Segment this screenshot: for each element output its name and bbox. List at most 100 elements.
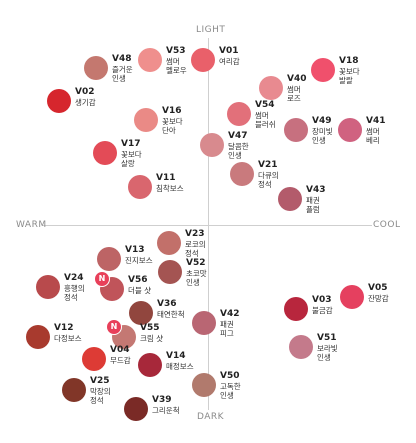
color-swatch-v18: [311, 58, 335, 82]
shade-code-v18: V18: [339, 56, 359, 66]
shade-code-v12: V12: [54, 323, 74, 333]
shade-code-v14: V14: [166, 351, 186, 361]
shade-name-v02: 생기감: [75, 98, 96, 107]
shade-code-v54: V54: [255, 100, 275, 110]
color-swatch-v51: [289, 335, 313, 359]
color-swatch-v50: [192, 373, 216, 397]
color-swatch-v21: [230, 162, 254, 186]
color-swatch-v02: [47, 89, 71, 113]
color-swatch-v25: [62, 378, 86, 402]
shade-code-v23: V23: [185, 229, 205, 239]
color-swatch-v36: [129, 301, 153, 325]
shade-code-v40: V40: [287, 74, 307, 84]
color-swatch-v12: [26, 325, 50, 349]
color-swatch-v40: [259, 76, 283, 100]
shade-code-v13: V13: [125, 245, 145, 255]
color-swatch-v17: [93, 141, 117, 165]
shade-code-v49: V49: [312, 116, 332, 126]
shade-code-v03: V03: [312, 295, 332, 305]
shade-name-v25: 막장의 정석: [90, 387, 111, 405]
shade-name-v01: 여리감: [219, 57, 240, 66]
shade-code-v42: V42: [220, 309, 240, 319]
shade-name-v55: 크림 샷: [140, 334, 164, 343]
new-badge: N: [94, 271, 110, 287]
shade-name-v49: 장미빛 인생: [312, 127, 333, 145]
color-swatch-v54: [227, 102, 251, 126]
shade-name-v23: 로코의 정석: [185, 240, 206, 258]
shade-code-v52: V52: [186, 258, 206, 268]
shade-name-v05: 잔망감: [368, 294, 389, 303]
axis-label-cool: COOL: [373, 220, 401, 230]
shade-code-v39: V39: [152, 395, 172, 405]
shade-code-v24: V24: [64, 273, 84, 283]
shade-code-v50: V50: [220, 371, 240, 381]
color-swatch-v14: [138, 353, 162, 377]
shade-code-v04: V04: [110, 345, 130, 355]
shade-name-v50: 고독한 인생: [220, 382, 241, 400]
shade-code-v17: V17: [121, 139, 141, 149]
shade-code-v43: V43: [306, 185, 326, 195]
color-swatch-v49: [284, 118, 308, 142]
color-swatch-v52: [158, 260, 182, 284]
color-swatch-v05: [340, 285, 364, 309]
shade-code-v47: V47: [228, 131, 248, 141]
shade-name-v54: 썸머 블러쉬: [255, 111, 276, 129]
shade-name-v40: 썸머 로즈: [287, 85, 301, 103]
shade-code-v41: V41: [366, 116, 386, 126]
shade-name-v48: 즐거운 인생: [112, 65, 133, 83]
shade-name-v14: 매정보스: [166, 362, 194, 371]
shade-code-v56: V56: [128, 275, 148, 285]
shade-code-v25: V25: [90, 376, 110, 386]
axis-label-dark: DARK: [197, 412, 225, 422]
axis-label-light: LIGHT: [196, 25, 226, 35]
shade-code-v01: V01: [219, 46, 239, 56]
shade-name-v24: 흥행의 정석: [64, 284, 85, 302]
shade-code-v05: V05: [368, 283, 388, 293]
shade-name-v13: 진지보스: [125, 256, 153, 265]
color-swatch-v04: [82, 347, 106, 371]
shade-name-v11: 침착보스: [156, 184, 184, 193]
vertical-axis-line: [208, 38, 209, 410]
shade-name-v36: 태연한척: [157, 310, 185, 319]
color-swatch-v13: [97, 247, 121, 271]
color-swatch-v01: [191, 48, 215, 72]
color-swatch-v16: [134, 108, 158, 132]
shade-code-v48: V48: [112, 54, 132, 64]
color-swatch-v24: [36, 275, 60, 299]
shade-name-v42: 패권 피그: [220, 320, 234, 338]
shade-name-v52: 초코맛 인생: [186, 269, 207, 287]
shade-name-v04: 무드감: [110, 356, 131, 365]
shade-code-v55: V55: [140, 323, 160, 333]
color-swatch-v42: [192, 311, 216, 335]
color-swatch-v47: [200, 133, 224, 157]
shade-code-v16: V16: [162, 106, 182, 116]
shade-name-v17: 꽃보다 살랑: [121, 150, 142, 168]
shade-code-v02: V02: [75, 87, 95, 97]
shade-code-v53: V53: [166, 46, 186, 56]
new-badge: N: [106, 319, 122, 335]
shade-code-v21: V21: [258, 160, 278, 170]
shade-code-v51: V51: [317, 333, 337, 343]
shade-name-v12: 다정보스: [54, 334, 82, 343]
color-swatch-v53: [138, 48, 162, 72]
shade-name-v43: 패권 플럼: [306, 196, 320, 214]
color-swatch-v23: [157, 231, 181, 255]
shade-name-v16: 꽃보다 단아: [162, 117, 183, 135]
color-swatch-v03: [284, 297, 308, 321]
shade-name-v56: 더블 샷: [128, 286, 152, 295]
color-swatch-v11: [128, 175, 152, 199]
shade-name-v18: 꽃보다 발랄: [339, 67, 360, 85]
axis-label-warm: WARM: [16, 220, 47, 230]
shade-code-v36: V36: [157, 299, 177, 309]
shade-name-v03: 불금감: [312, 306, 333, 315]
shade-code-v11: V11: [156, 173, 176, 183]
shade-name-v41: 썸머 베리: [366, 127, 380, 145]
color-swatch-v39: [124, 397, 148, 421]
color-swatch-v41: [338, 118, 362, 142]
shade-name-v53: 썸머 멜로우: [166, 57, 187, 75]
shade-name-v47: 달콤한 인생: [228, 142, 249, 160]
shade-name-v21: 다큐의 정석: [258, 171, 279, 189]
horizontal-axis-line: [42, 225, 372, 226]
shade-name-v39: 그리운척: [152, 406, 180, 415]
